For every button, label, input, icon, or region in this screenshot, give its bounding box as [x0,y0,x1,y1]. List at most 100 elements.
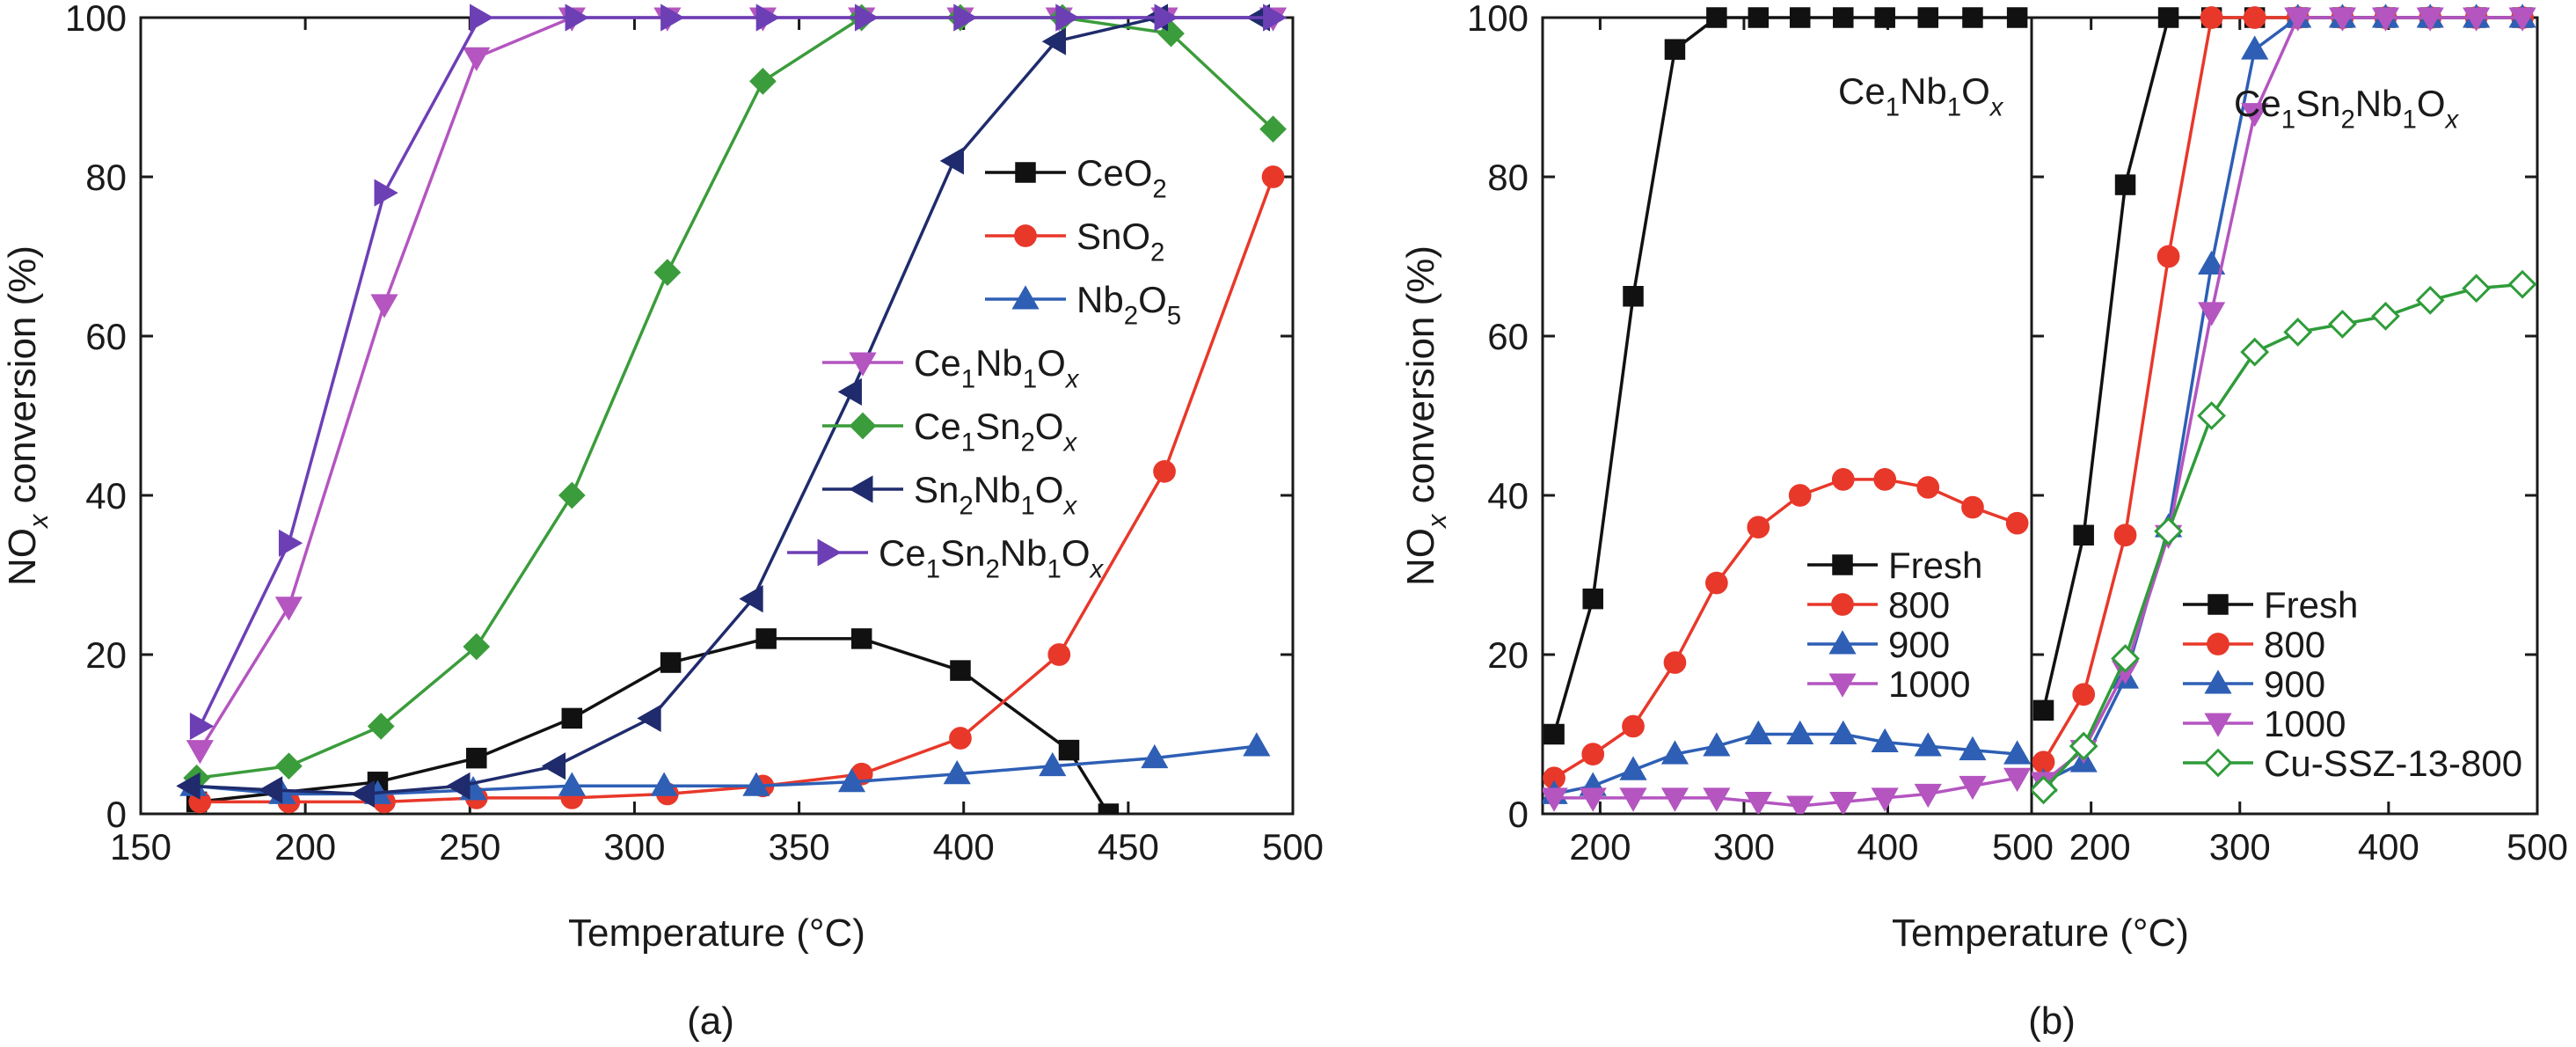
panel-b-right-data-point [2371,301,2400,331]
panel-b-right-data-point [2198,302,2226,326]
panel-b-right-data-point [2111,644,2140,673]
panel-a-x-tick-label: 450 [1098,826,1159,868]
panel-a-legend-label-part: 1 [926,554,940,583]
panel-a-data-point [463,47,491,72]
panel-a-legend-entry: Ce1Nb1Ox [822,342,1080,393]
panel-a-data-point [949,727,972,750]
panel-b-left-legend-label-part: 800 [1888,584,1950,626]
panel-a-legend-label-part: SnO [1076,216,1150,257]
panel-b-left-data-point [1871,787,1899,812]
panel-b-left-data-point [1623,286,1644,307]
panel-a-legend-label-part: 1 [1047,554,1062,583]
panel-b-right-legend-entry: 800 [2183,624,2325,665]
panel-a-data-point [275,752,303,780]
panel-b-left-legend-label: 800 [1888,584,1950,626]
panel-a-x-tick-label: 200 [274,826,336,868]
panel-b-right-data-point [2114,174,2136,195]
panel-b-right-legend-entry: Fresh [2183,584,2358,626]
panel-a-data-point [1153,460,1176,483]
panel-b-right-title-part: x [2444,105,2460,134]
panel-a-y-tick-label: 60 [85,316,127,357]
panel-b-right-title-part: 1 [2281,105,2295,134]
panel-b-left-legend-marker [1832,554,1853,575]
panel-a-data-point [854,4,879,32]
panel-b-left-data-point [1543,787,1568,812]
panel-b-right-series-cu-ssz-13-800 [2032,269,2537,805]
panel-b-left-series-900 [1543,720,2032,804]
panel-a-x-tick-label: 400 [933,826,995,868]
panel-a-legend-label-part: 2 [1020,428,1034,457]
panel-a-x-tick-label: 300 [603,826,665,868]
panel-a-data-point [1259,115,1287,143]
panel-b-right-data-point [2243,6,2266,29]
panel-a-data-point [1039,751,1067,777]
panel-b-left-legend-label-part: 1000 [1888,663,1970,705]
panel-a-data-point [186,740,214,765]
panel-a-y-axis-label: NOx conversion (%) [1,245,54,586]
panel-a-data-point [1263,4,1288,32]
panel-a-legend-label-part: 1 [961,428,975,457]
panel-a-series-sno2 [188,165,1285,814]
panel-a-legend-label-part: x [1064,364,1080,393]
panel-b-left-y-tick-label: 100 [1467,0,1529,39]
panel-a-plot-frame [139,16,1295,816]
panel-a-legend-label-part: 2 [1124,301,1138,330]
panel-b-left-data-point [1744,720,1772,744]
panel-b-right-legend-marker [2204,713,2232,737]
panel-b-right-data-point [2073,524,2094,545]
panel-a-y-tick-label: 20 [85,634,127,676]
panel-b-left-data-point [1871,728,1899,753]
panel-b-left-legend-label: 900 [1888,624,1950,665]
panel-b-right-legend-label: 800 [2264,624,2325,665]
panel-b-left-data-point [1622,714,1645,738]
panel-b-left-data-point [1747,516,1770,539]
panel-b-left-legend-marker [1828,630,1857,655]
panel-b-left-legend-label: Fresh [1888,545,1982,586]
panel-b-y-axis-label-part: x [1421,513,1452,530]
panel-b-left-data-point [1959,736,1987,761]
panel-b-right-title-part: Ce [2234,83,2281,124]
panel-a-y-tick-label: 0 [106,794,127,835]
panel-a-legend-label-part: Nb [1076,279,1124,320]
panel-b-right-data-point [2072,683,2096,707]
panel-a-legend-marker [1015,162,1036,183]
panel-b-left-data-point [1873,468,1897,491]
panel-a-legend-marker [817,538,842,567]
panel-b-left-legend-label: 1000 [1888,663,1970,705]
panel-b-right-data-point [2240,337,2270,367]
panel-a-series-line [190,16,1260,796]
panel-a-data-point [1154,4,1179,32]
panel-b-left-x-tick-label: 500 [1992,826,2054,868]
panel-b-left-data-point [1831,468,1855,491]
panel-b-right-title: Ce1Sn2Nb1Ox [2234,83,2460,134]
panel-a-y-axis-label-part: conversion (%) [1,245,44,515]
panel-b-caption: (b) [2028,999,2076,1043]
panel-b-left-title-part: x [1989,92,2004,121]
panel-b-left-data-point [1619,756,1647,780]
panel-a-data-point [660,4,685,32]
panel-b-left-data-point [1619,787,1647,812]
panel-b-right-data-point [2069,731,2098,761]
panel-a-data-point [953,4,978,32]
panel-b-left-title-part: Nb [1900,70,1947,112]
panel-a-data-point [466,747,487,769]
panel-b-left-data-point [1916,476,1940,499]
panel-b-left-data-point [1543,723,1565,745]
panel-b-right-data-point [2157,7,2179,28]
panel-a-data-point [637,704,661,732]
panel-b-y-axis-label-part: NO [1399,528,1442,586]
panel-a-legend-entry: SnO2 [985,216,1164,267]
panel-a-legend-label-part: 1 [1020,491,1034,520]
panel-b-left-data-point [1833,7,1854,28]
panel-a-legend-label-part: x [1062,428,1077,457]
panel-a-legend-label-part: O [1138,279,1167,320]
panel-b-left-x-tick-label: 300 [1713,826,1775,868]
panel-b-left-data-point [2003,740,2032,765]
panel-a-legend-label-part: x [1089,554,1105,583]
panel-b-right-data-point [2241,103,2269,128]
panel-a-data-point [1047,643,1071,666]
panel-b-right-title-part: 2 [2340,105,2354,134]
panel-b-left-data-point [1874,7,1895,28]
panel-a-series-line [198,16,1273,728]
